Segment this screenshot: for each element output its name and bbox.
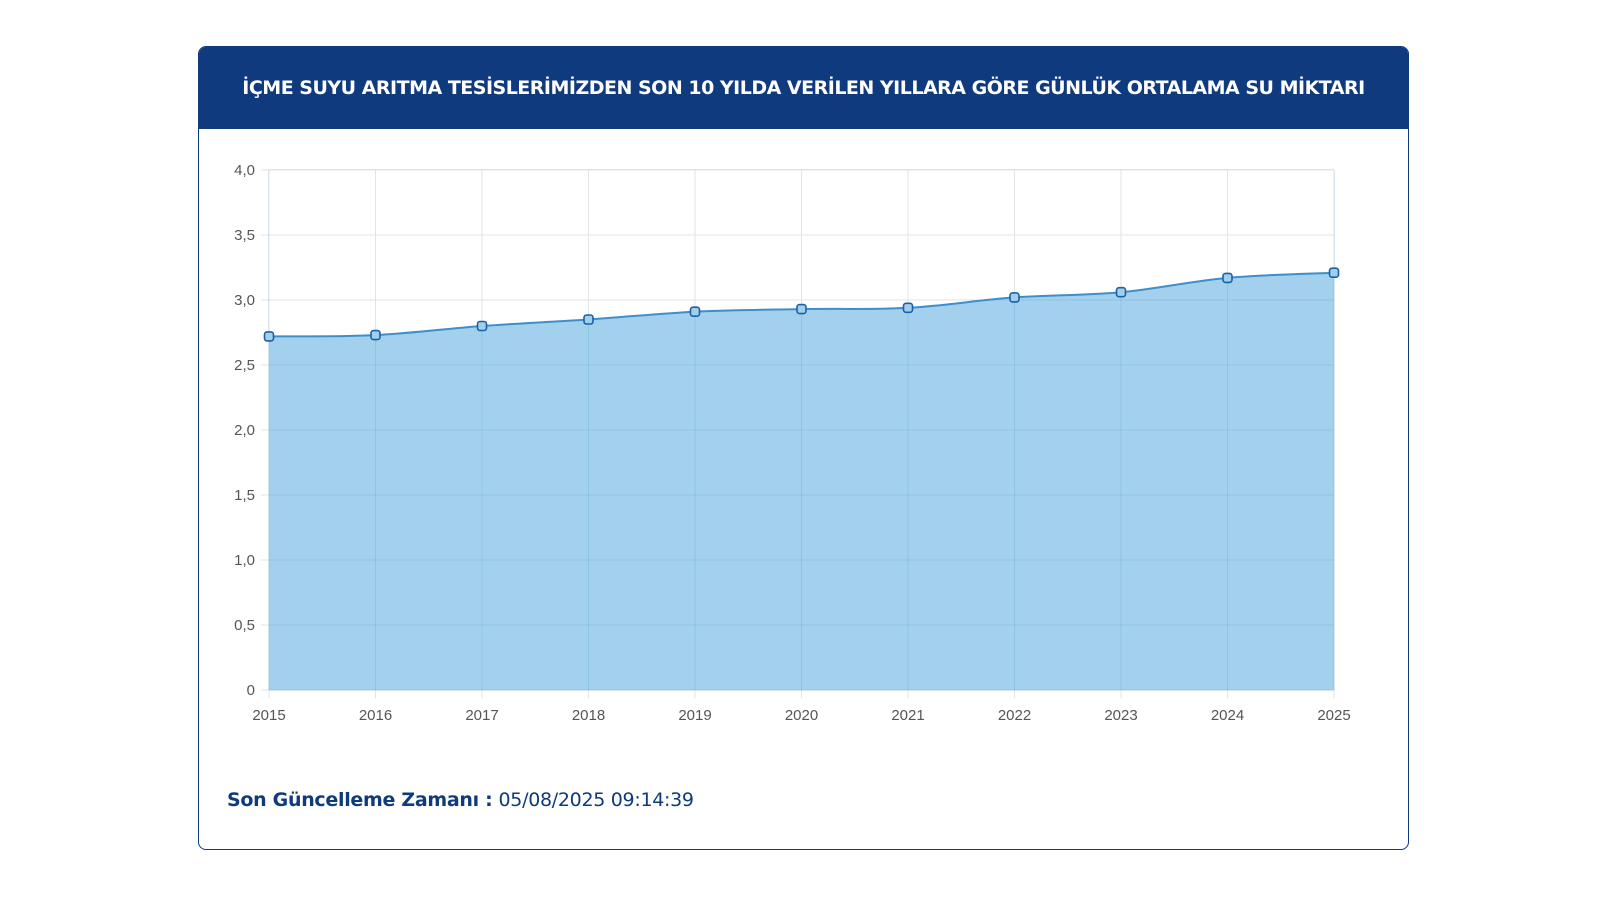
x-tick-label: 2017 (465, 707, 498, 724)
x-tick-label: 2024 (1211, 707, 1244, 724)
data-point (476, 320, 488, 332)
chart-card: İÇME SUYU ARITMA TESİSLERİMİZDEN SON 10 … (198, 46, 1409, 850)
data-point (583, 314, 594, 325)
data-point (689, 306, 701, 318)
data-point (1009, 292, 1020, 303)
x-tick-label: 2020 (785, 707, 818, 724)
y-tick-label: 1,5 (234, 487, 255, 504)
data-point (1115, 286, 1127, 298)
area-chart: 0 0,5 1,0 1,5 2,0 2,5 3,0 3,5 4,0 2015 2016 2017 201… (234, 162, 1351, 724)
data-point (796, 303, 807, 315)
y-tick-label: 1,0 (234, 552, 255, 569)
y-tick-label: 2,0 (234, 422, 255, 439)
chart-title: İÇME SUYU ARITMA TESİSLERİMİZDEN SON 10 … (199, 47, 1408, 129)
x-tick-label: 2025 (1317, 707, 1350, 724)
last-updated-value: 05/08/2025 09:14:39 (498, 789, 694, 811)
y-tick-label: 3,0 (234, 292, 255, 309)
last-updated-label: Son Güncelleme Zamanı : (227, 789, 493, 811)
y-tick-label: 2,5 (234, 357, 255, 374)
x-tick-label: 2019 (678, 707, 711, 724)
x-tick-label: 2015 (252, 707, 285, 724)
y-tick-label: 4,0 (234, 162, 255, 179)
y-tick-label: 0 (247, 682, 255, 699)
data-point (902, 302, 914, 314)
x-tick-label: 2018 (572, 707, 605, 724)
data-point (263, 331, 275, 342)
data-point (370, 329, 381, 341)
data-point (1222, 272, 1233, 284)
y-tick-label: 0,5 (234, 617, 255, 634)
x-tick-label: 2023 (1104, 707, 1137, 724)
x-tick-label: 2021 (891, 707, 924, 724)
y-tick-label: 3,5 (234, 227, 255, 244)
x-tick-label: 2016 (359, 707, 392, 724)
x-tick-label: 2022 (998, 707, 1031, 724)
last-updated: Son Güncelleme Zamanı : 05/08/2025 09:14… (227, 789, 694, 811)
data-point (1328, 267, 1340, 278)
